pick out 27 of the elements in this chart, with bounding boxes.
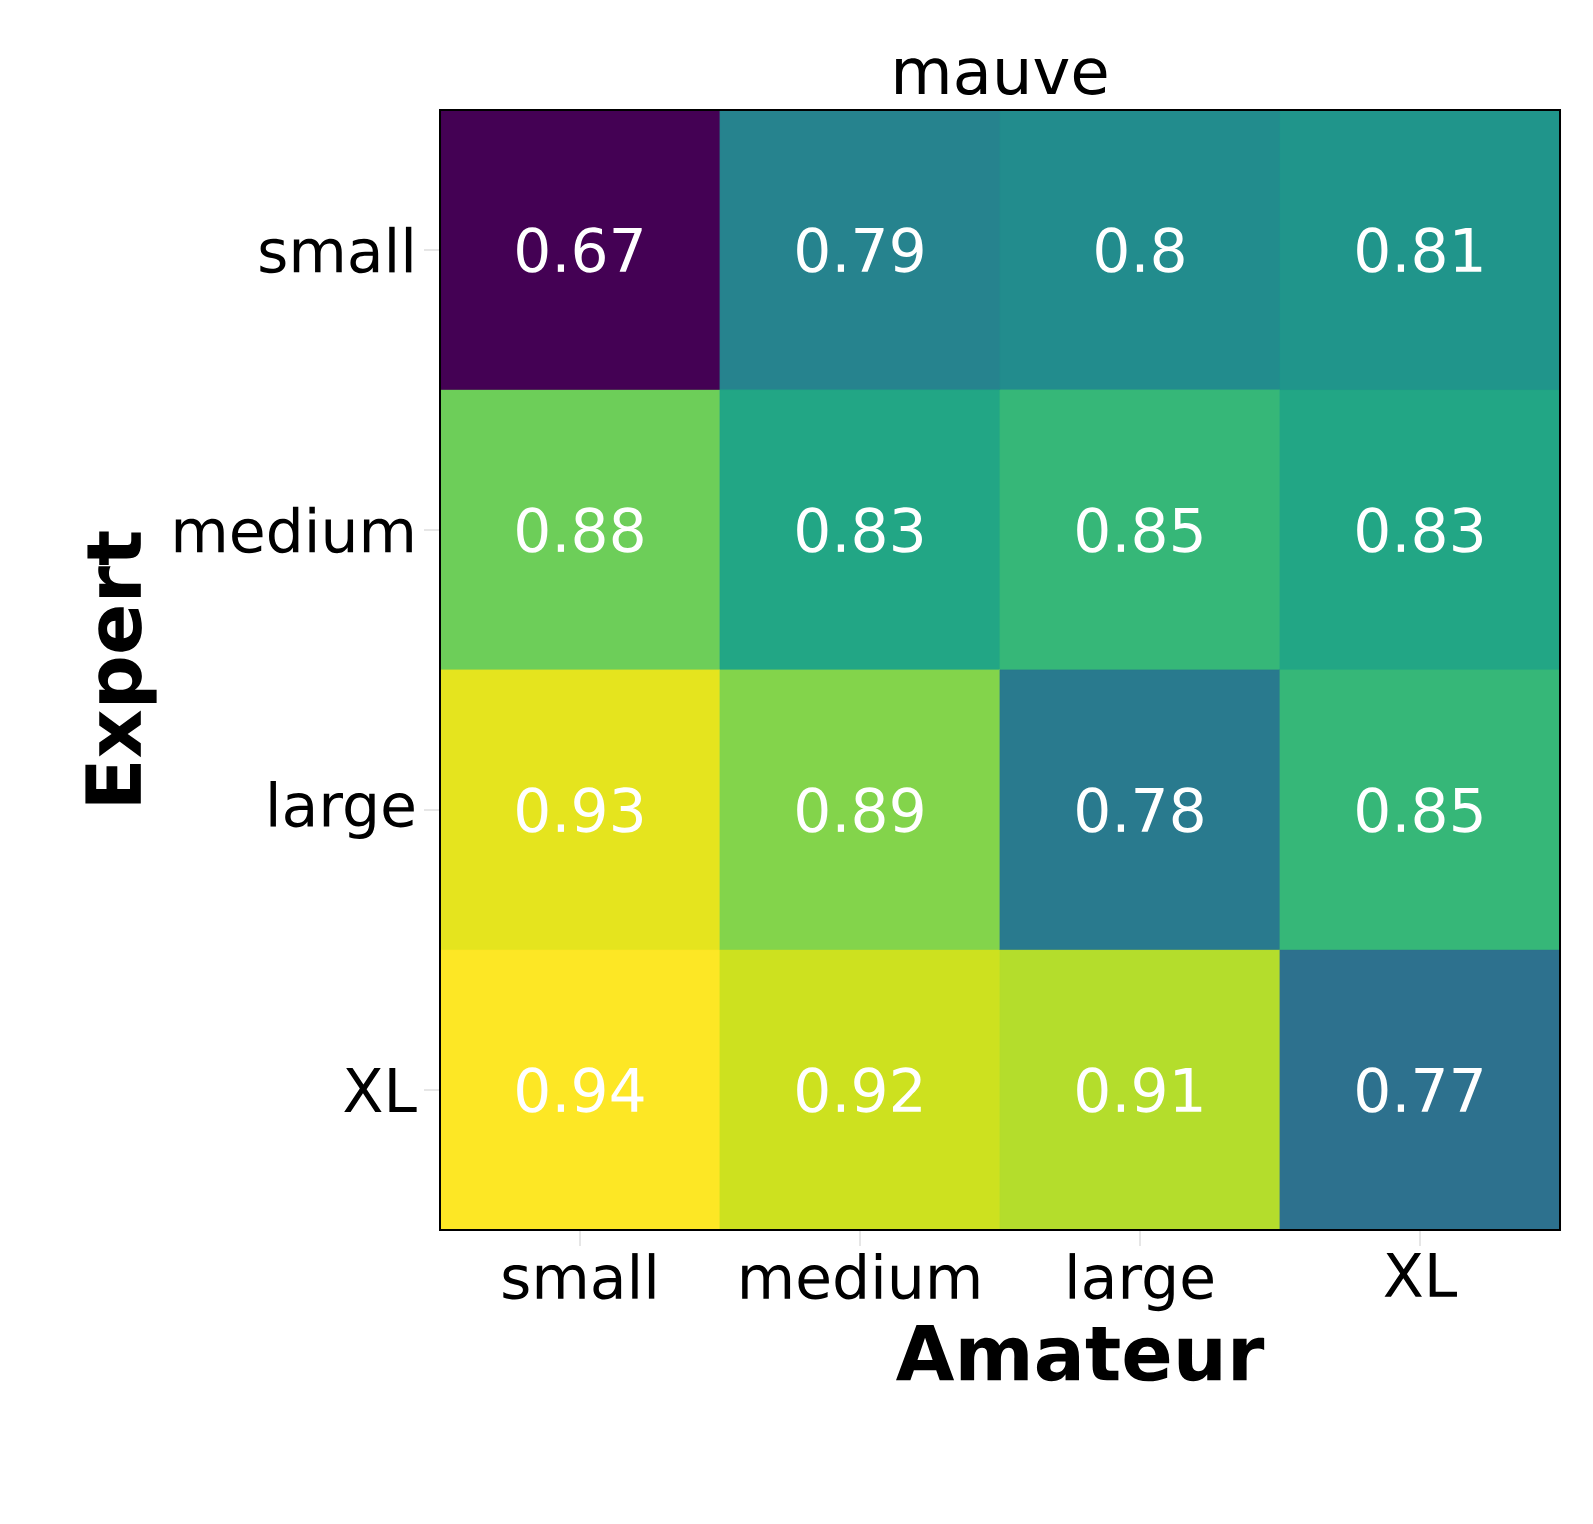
y-tick-label: medium: [175, 506, 412, 554]
data-label: 0.92: [797, 1067, 921, 1113]
x-tick-label: large: [1069, 1253, 1213, 1312]
y-tick-label: large: [270, 780, 414, 840]
y-tick-label: XL: [344, 1068, 417, 1112]
data-label: 0.8: [1096, 227, 1184, 273]
y-axis-title: Expert: [85, 531, 157, 804]
chart-title: mauve: [896, 58, 1107, 95]
data-label: 0.89: [797, 787, 923, 833]
data-label: 0.88: [517, 507, 643, 553]
x-tick-label: XL: [1384, 1253, 1457, 1297]
data-label: 0.85: [1077, 507, 1202, 553]
x-tick-label: small: [503, 1253, 655, 1300]
data-label: 0.79: [797, 227, 923, 273]
data-label: 0.67: [517, 227, 642, 273]
data-label: 0.83: [1357, 507, 1482, 553]
data-label: 0.94: [517, 1067, 644, 1113]
x-tick-label: medium: [742, 1253, 979, 1300]
data-label: 0.78: [1077, 787, 1203, 833]
data-label: 0.91: [1077, 1067, 1202, 1113]
x-axis-title: Amateur: [896, 1324, 1265, 1382]
data-label: 0.81: [1357, 227, 1482, 273]
data-label: 0.83: [797, 507, 922, 553]
data-label: 0.85: [1357, 787, 1482, 833]
data-label: 0.77: [1357, 1067, 1482, 1113]
data-label: 0.93: [517, 787, 642, 833]
y-tick-label: small: [260, 226, 412, 274]
